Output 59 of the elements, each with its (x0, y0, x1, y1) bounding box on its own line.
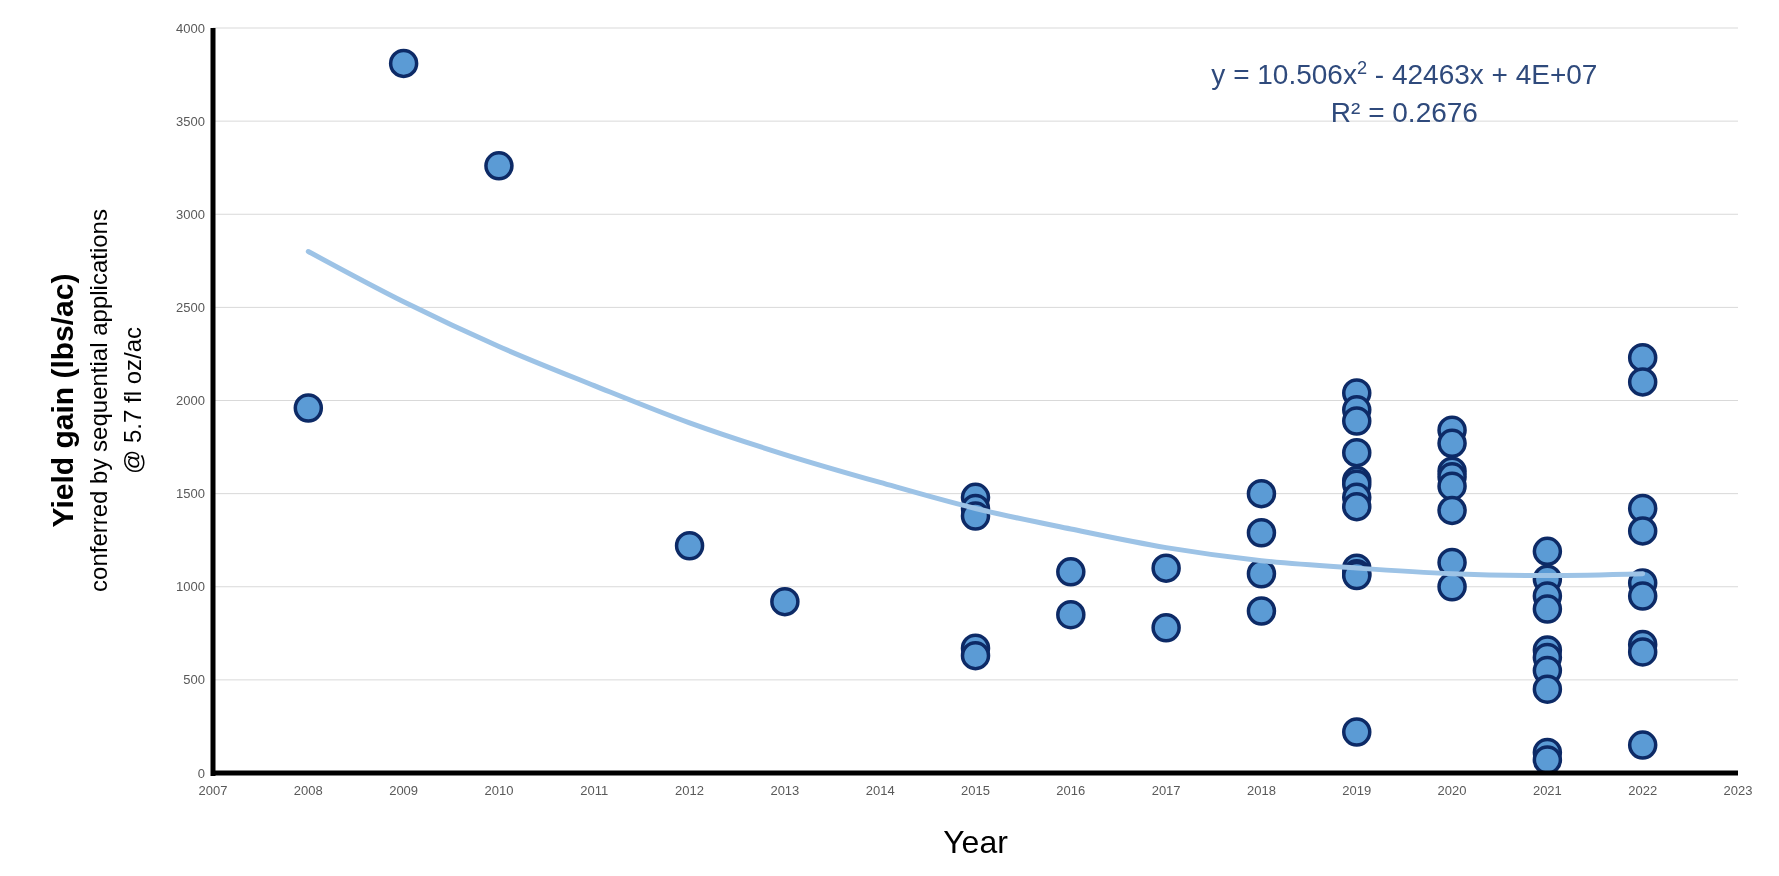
x-tick-label: 2022 (1628, 783, 1658, 798)
point (1627, 367, 1658, 397)
point (293, 393, 324, 423)
x-tick-label: 2009 (389, 783, 419, 798)
x-tick-label: 2018 (1246, 783, 1276, 798)
point (674, 531, 705, 561)
x-tick-label: 2013 (770, 783, 800, 798)
x-tick-label: 2020 (1437, 783, 1467, 798)
x-tick-label: 2017 (1151, 783, 1181, 798)
y-tick-label: 2500 (176, 299, 205, 315)
point (1342, 491, 1372, 522)
x-tick-label: 2015 (961, 783, 990, 798)
x-axis-title: Year (943, 824, 1009, 860)
point (1627, 637, 1658, 667)
x-tick-label: 2014 (865, 783, 895, 798)
y-tick-label: 2000 (176, 393, 205, 409)
point (1246, 517, 1277, 548)
y-tick-label: 1000 (176, 579, 205, 595)
point (770, 586, 800, 617)
point (1532, 674, 1563, 704)
point (388, 48, 419, 79)
point (1151, 612, 1181, 643)
y-tick-label: 4000 (176, 20, 205, 36)
x-tick-label: 2008 (293, 783, 323, 798)
annotation: y = 10.506x$^{2}$ - 42463x + 4E+07 (1211, 57, 1598, 90)
point (1056, 599, 1086, 630)
point (1246, 596, 1277, 626)
point (1342, 437, 1372, 468)
point (1437, 471, 1467, 501)
y-tick-label: 1500 (176, 486, 205, 502)
x-tick-label: 2016 (1056, 783, 1086, 798)
x-tick-label: 2023 (1723, 783, 1753, 798)
point (484, 151, 514, 181)
point (1532, 536, 1563, 567)
x-tick-label: 2021 (1532, 783, 1562, 798)
point (1627, 730, 1658, 760)
point (1627, 516, 1658, 546)
x-tick-label: 2011 (580, 783, 609, 798)
annotation: R² = 0.2676 (1330, 96, 1478, 128)
point (1532, 594, 1563, 624)
point (1151, 553, 1181, 583)
point (1437, 495, 1467, 526)
point (1437, 428, 1467, 459)
point (960, 640, 991, 671)
x-tick-label: 2007 (198, 783, 228, 798)
y-axis-title: Yield gain (lbs/ac) conferred by sequential applications @ 5.7 fl oz/ac (46, 209, 146, 592)
point (1627, 581, 1658, 611)
point (1342, 717, 1372, 747)
y-tick-label: 3500 (176, 113, 205, 129)
point (1246, 478, 1277, 509)
x-tick-label: 2012 (675, 783, 705, 798)
y-tick-label: 500 (183, 672, 205, 688)
point (1627, 342, 1658, 373)
y-tick-label: 3000 (176, 206, 205, 222)
y-tick-label: 0 (197, 765, 205, 781)
point (1342, 406, 1372, 436)
point (1056, 557, 1086, 587)
x-tick-label: 2019 (1342, 783, 1372, 798)
x-tick-label: 2010 (484, 783, 514, 798)
